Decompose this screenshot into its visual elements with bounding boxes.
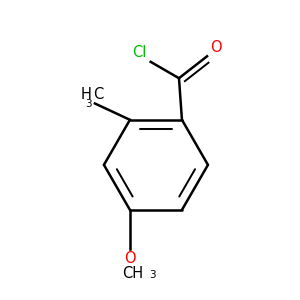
Text: CH: CH [122,266,143,281]
Text: O: O [210,40,222,55]
Text: 3: 3 [85,98,92,109]
Text: 3: 3 [149,270,156,280]
Text: O: O [124,251,136,266]
Text: C: C [93,87,104,102]
Text: Cl: Cl [132,45,146,60]
Text: H: H [81,87,92,102]
